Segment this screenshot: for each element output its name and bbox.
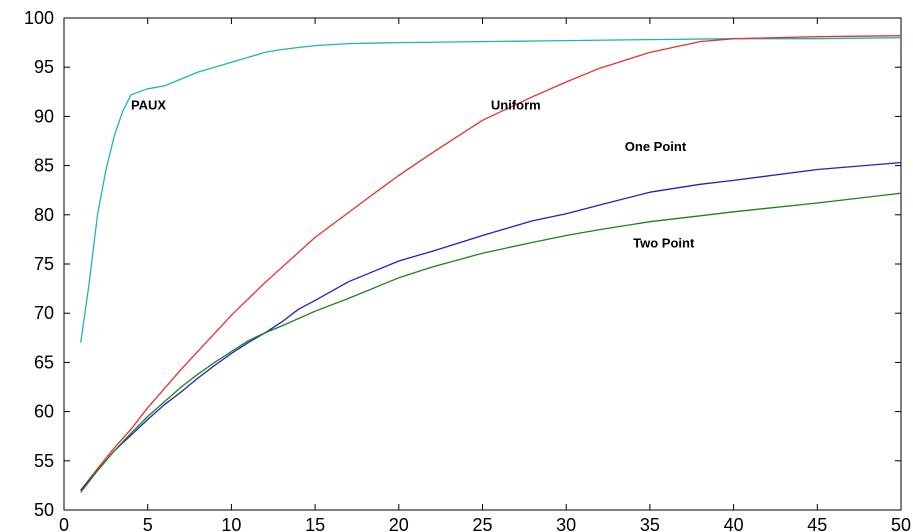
x-tick-label: 0	[59, 515, 69, 532]
y-tick-label: 70	[34, 303, 54, 323]
series-line-two-point	[80, 192, 902, 493]
y-tick-label: 55	[34, 451, 54, 471]
axis-ticks: 0 5 10 15 20 25 30 35 40 45 50 50 55 60 65 70 75 80 85 90 95…	[24, 8, 911, 532]
y-tick-label: 75	[34, 254, 54, 274]
x-tick-label: 45	[807, 515, 827, 532]
plot-area-frame	[63, 17, 902, 511]
series-label-paux: PAUX	[131, 98, 166, 113]
y-tick-label: 85	[34, 156, 54, 176]
x-tick-label: 30	[556, 515, 576, 532]
y-tick-label: 90	[34, 106, 54, 126]
y-tick-label: 60	[34, 402, 54, 422]
x-tick-label: 5	[143, 515, 153, 532]
y-tick-label: 95	[34, 57, 54, 77]
series-label-one-point: One Point	[625, 139, 687, 154]
x-tick-label: 10	[221, 515, 241, 532]
y-tick-label: 100	[24, 8, 54, 28]
x-tick-label: 40	[724, 515, 744, 532]
x-tick-label: 35	[640, 515, 660, 532]
x-tick-label: 25	[472, 515, 492, 532]
x-tick-label: 50	[891, 515, 911, 532]
series-label-uniform: Uniform	[491, 98, 541, 113]
x-tick-label: 15	[305, 515, 325, 532]
series-labels: PAUX Uniform One Point Two Point	[131, 98, 695, 251]
series-line-one-point	[80, 161, 902, 491]
series-group	[80, 35, 902, 493]
y-tick-label: 65	[34, 352, 54, 372]
y-tick-label: 50	[34, 500, 54, 520]
y-tick-label: 80	[34, 205, 54, 225]
series-line-paux	[80, 37, 902, 343]
series-label-two-point: Two Point	[633, 235, 695, 250]
x-tick-label: 20	[389, 515, 409, 532]
series-line-uniform	[80, 35, 902, 491]
